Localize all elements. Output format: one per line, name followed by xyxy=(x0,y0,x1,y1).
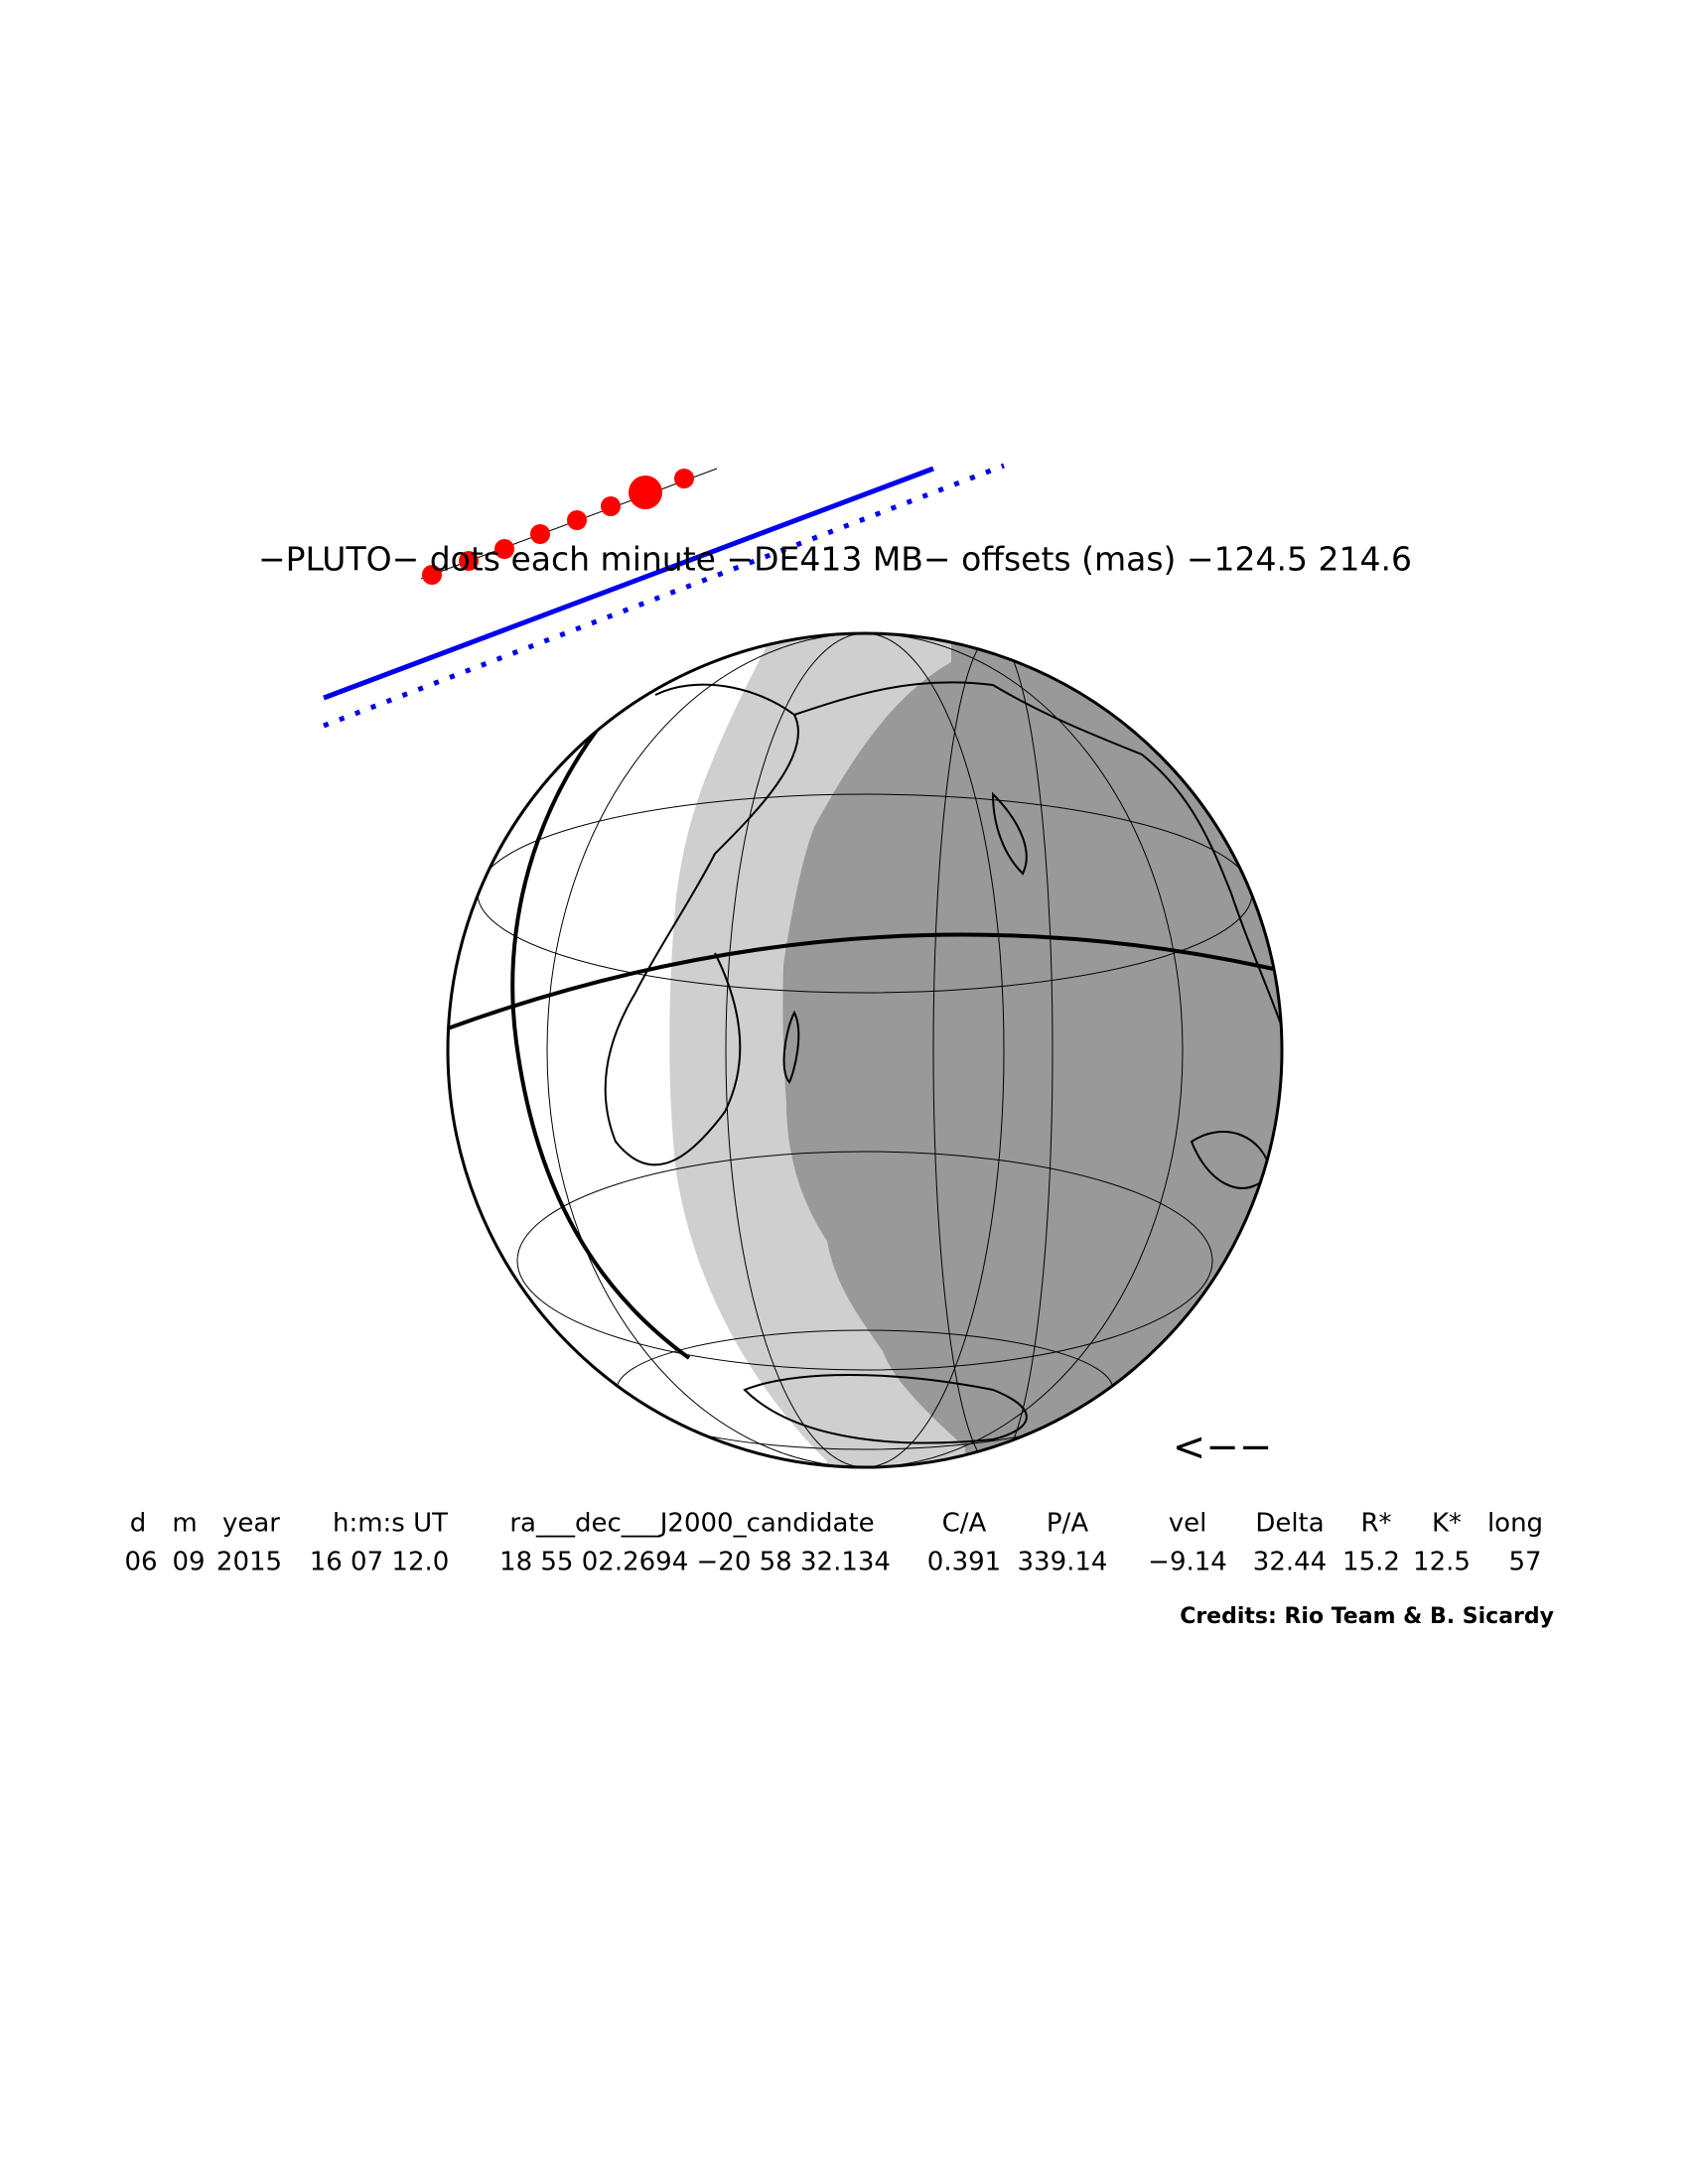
table-header: h:m:s UT xyxy=(333,1509,448,1539)
table-cell: 15.2 xyxy=(1342,1548,1400,1577)
table-cell: 2015 xyxy=(216,1548,282,1577)
table-cell: −9.14 xyxy=(1148,1548,1227,1577)
globe xyxy=(446,631,1284,1469)
event-table: d m year h:m:s UT ra___dec___J2000_candidate… xyxy=(124,1509,1543,1577)
table-header: vel xyxy=(1169,1509,1207,1539)
shadow-limit-line xyxy=(323,466,934,701)
table-cell: 18 55 02.2694 −20 58 32.134 xyxy=(499,1548,891,1577)
shadow-path xyxy=(323,463,1005,729)
table-header: P/A xyxy=(1047,1509,1088,1539)
coastlines xyxy=(604,681,1282,1444)
graticule xyxy=(477,633,1253,1467)
table-cell: 09 xyxy=(172,1548,205,1577)
table-cell: 339.14 xyxy=(1018,1548,1108,1577)
table-cell: 32.44 xyxy=(1253,1548,1327,1577)
table-header: R* xyxy=(1360,1509,1391,1539)
table-cell: 0.391 xyxy=(927,1548,1001,1577)
table-cell: 12.5 xyxy=(1413,1548,1471,1577)
table-cell: 57 xyxy=(1508,1548,1541,1577)
minute-dot xyxy=(567,510,587,530)
terminator xyxy=(510,646,691,1360)
table-header: K* xyxy=(1432,1509,1462,1539)
table-cell: 16 07 12.0 xyxy=(310,1548,450,1577)
table-header: m xyxy=(172,1509,197,1539)
table-header: long xyxy=(1487,1509,1543,1539)
shadow-limit-dotted xyxy=(323,463,1005,729)
table-header: year xyxy=(222,1509,280,1539)
map-title: −PLUTO− dots each minute −DE413 MB− offs… xyxy=(258,540,1412,579)
table-header: d xyxy=(130,1509,147,1539)
minute-dot xyxy=(601,496,621,516)
table-header: C/A xyxy=(942,1509,987,1539)
minute-dot xyxy=(459,551,479,571)
table-header: Delta xyxy=(1255,1509,1324,1539)
equator xyxy=(448,932,1282,1034)
minute-dot xyxy=(530,524,550,544)
table-cell: 06 xyxy=(124,1548,157,1577)
minute-dot xyxy=(422,565,442,585)
globe-outline xyxy=(446,631,1284,1469)
direction-arrow: <−− xyxy=(1173,1425,1273,1470)
closest-approach-dot xyxy=(629,476,662,509)
minute-dot xyxy=(674,469,694,488)
credits: Credits: Rio Team & B. Sicardy xyxy=(1180,1604,1554,1629)
minute-dot xyxy=(494,539,514,559)
table-header: ra___dec___J2000_candidate xyxy=(509,1509,874,1539)
